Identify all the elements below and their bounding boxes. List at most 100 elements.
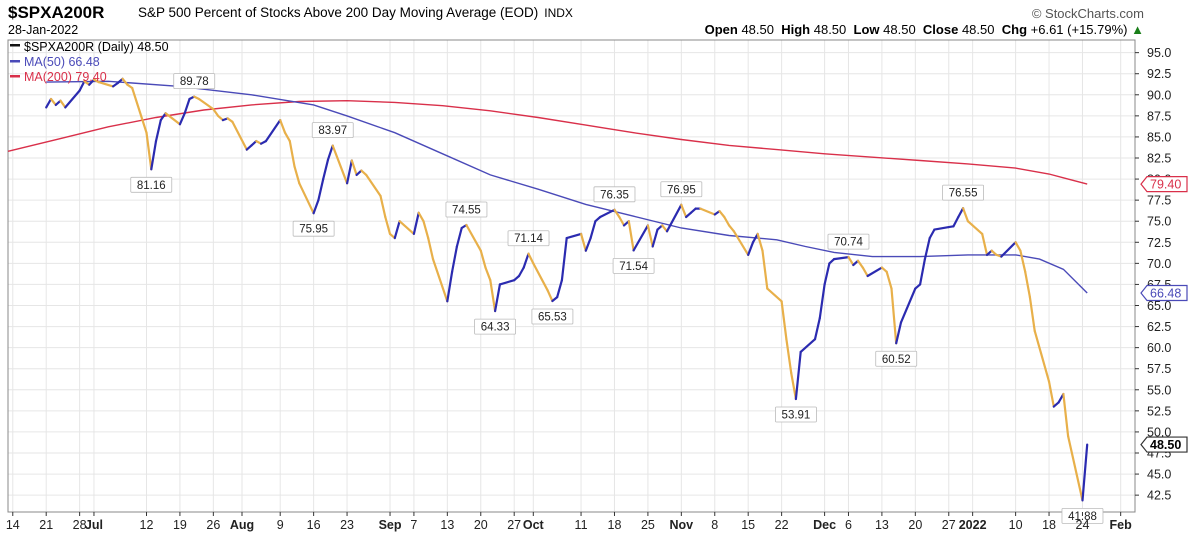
- symbol-title: $SPXA200R: [8, 3, 105, 22]
- legend-main: $SPXA200R (Daily) 48.50: [24, 40, 169, 54]
- price-segment: [727, 224, 736, 233]
- price-segment: [751, 232, 759, 244]
- price-segment: [451, 245, 458, 273]
- price-segment: [599, 208, 616, 219]
- x-tick-label: 13: [440, 518, 454, 532]
- price-segment: [579, 232, 587, 252]
- price-segment: [88, 78, 96, 86]
- price-segment: [365, 173, 382, 197]
- price-segment: [651, 228, 659, 248]
- price-segment: [981, 232, 989, 256]
- annotation-label: 71.14: [514, 233, 543, 245]
- legend-swatch-ma50: [10, 60, 20, 63]
- price-segment: [45, 97, 53, 109]
- chart-date: 28-Jan-2022: [8, 23, 79, 37]
- legend-swatch-main: [10, 44, 20, 47]
- legend-ma50: MA(50) 66.48: [24, 55, 100, 69]
- annotation-label: 81.16: [137, 180, 166, 192]
- annotation-box: [173, 73, 216, 90]
- price-segment: [379, 194, 387, 219]
- low-value: 48.50: [883, 22, 916, 37]
- x-tick-label: 15: [741, 518, 755, 532]
- price-segment: [312, 199, 320, 215]
- price-segment: [780, 300, 788, 341]
- price-segment: [957, 207, 965, 219]
- price-segment: [646, 224, 654, 248]
- price-segment: [661, 224, 669, 233]
- x-tick-label: 27: [507, 518, 521, 532]
- plot-frame: [7, 39, 1136, 513]
- annotation-label: 76.55: [949, 188, 978, 200]
- y-tick-label: 90.0: [1147, 88, 1171, 102]
- price-segment: [1028, 296, 1036, 332]
- chg-value: +6.61 (+15.79%): [1030, 22, 1128, 37]
- price-segment: [895, 321, 903, 345]
- price-tag: [1140, 436, 1188, 453]
- annotation-box: [474, 318, 516, 335]
- x-tick-label: 27: [942, 518, 956, 532]
- price-segment: [847, 256, 855, 267]
- price-segment: [288, 140, 296, 168]
- price-segment: [145, 131, 153, 171]
- x-tick-label: 24: [1076, 518, 1090, 532]
- price-segment: [159, 112, 167, 122]
- annotation-label: 60.52: [882, 354, 911, 366]
- open-value: 48.50: [741, 22, 774, 37]
- price-segment: [522, 252, 530, 269]
- price-segment: [398, 220, 415, 235]
- price-segment: [64, 89, 81, 109]
- annotation-label: 74.55: [452, 205, 481, 217]
- low-label: Low: [853, 22, 880, 37]
- price-segment: [966, 220, 984, 235]
- price-segment: [154, 118, 162, 143]
- price-segment: [790, 371, 798, 401]
- price-segment: [431, 258, 449, 303]
- x-tick-label: 10: [1009, 518, 1023, 532]
- annotation-box: [875, 350, 918, 367]
- x-tick-label: 20: [908, 518, 922, 532]
- annotation-box: [531, 308, 574, 325]
- price-segment: [489, 279, 497, 313]
- price-series: [45, 77, 1089, 502]
- x-tick-label: 25: [641, 518, 655, 532]
- legend: $SPXA200R (Daily) 48.50 MA(50) 66.48 MA(…: [10, 40, 169, 84]
- price-segment: [761, 249, 769, 290]
- price-segment: [861, 266, 869, 278]
- y-tick-label: 57.5: [1147, 362, 1171, 376]
- price-segment: [498, 279, 516, 286]
- x-tick-label: 22: [775, 518, 789, 532]
- price-tag: [1140, 176, 1188, 193]
- y-tick-label: 92.5: [1147, 67, 1171, 81]
- y-tick-label: 65.0: [1147, 299, 1171, 313]
- price-segment: [326, 144, 334, 161]
- annotation-label: 41.88: [1068, 511, 1097, 523]
- x-tick-label: 21: [39, 518, 53, 532]
- annotation-label: 83.97: [318, 125, 347, 137]
- price-segment: [933, 226, 950, 231]
- x-tick-label: 23: [340, 518, 354, 532]
- y-tick-label: 70.0: [1147, 257, 1171, 271]
- price-segment: [1047, 380, 1055, 408]
- price-segment: [331, 144, 349, 185]
- annotation-box: [942, 184, 984, 201]
- price-segment: [952, 215, 960, 228]
- price-segment: [747, 241, 755, 256]
- annotation-label: 89.78: [180, 76, 209, 88]
- price-segment: [899, 287, 917, 324]
- price-segment: [317, 178, 325, 202]
- legend-swatch-ma200: [10, 75, 20, 78]
- x-tick-label: 18: [1042, 518, 1056, 532]
- price-segment: [346, 159, 353, 185]
- symbol-description: S&P 500 Percent of Stocks Above 200 Day …: [138, 5, 573, 20]
- price-segment: [494, 283, 501, 313]
- chart-header: $SPXA200R S&P 500 Percent of Stocks Abov…: [0, 0, 1192, 40]
- x-tick-label: Dec: [813, 518, 836, 532]
- price-segment: [813, 317, 821, 341]
- y-tick-label: 45.0: [1147, 468, 1171, 482]
- price-segment: [150, 140, 158, 171]
- exchange-label: INDX: [544, 6, 573, 20]
- y-tick-label: 85.0: [1147, 130, 1171, 144]
- annotation-label: 76.35: [600, 189, 629, 201]
- price-segment: [197, 97, 215, 111]
